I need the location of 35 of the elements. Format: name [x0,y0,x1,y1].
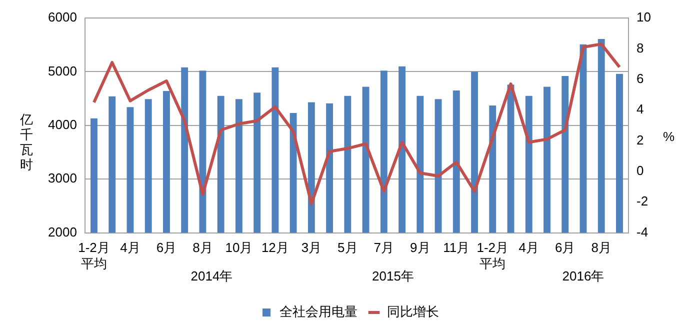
y2-tick-label: 4 [636,102,644,117]
x-tick-label: 6月 [555,240,576,256]
x-tick-label: 7月 [374,240,394,256]
y2-tick-label: 0 [636,163,644,178]
y-tick-label: 3000 [48,170,77,186]
y2-tick-label: 2 [636,132,644,148]
x-tick-label: 11月 [443,240,470,256]
y2-tick-label: -4 [636,224,648,240]
x-tick-label: 6月 [156,240,177,256]
x-tick-label: 10月 [225,240,253,256]
legend-label: 全社会用电量 [280,304,358,320]
x-tick-label: 12月 [261,240,289,256]
text: 2016年 [562,268,604,284]
y-tick-label: 5000 [48,63,77,78]
x-tick-label: 1-2月平均 [476,240,509,271]
x-tick-label: 3月 [301,240,322,256]
x-tick-label: 9月 [410,240,430,256]
x-tick-label: 1-2月平均 [78,240,110,271]
legend-label: 同比增长 [387,304,439,320]
x-tick-label: 4月 [120,240,140,256]
y2-tick-label: -2 [636,194,648,209]
y-axis-title: 亿千瓦时 [20,112,34,172]
text: 2015年 [372,268,414,284]
y2-tick-label: 8 [636,40,644,56]
x-tick-label: 8月 [192,240,213,256]
y2-axis-title: % [663,128,675,144]
text: 2014年 [190,268,233,284]
y-tick-label: 2000 [48,224,77,240]
y2-tick-label: 10 [636,10,652,25]
x-tick-label: 8月 [591,240,612,256]
y-tick-label: 4000 [48,116,77,132]
y-tick-label: 6000 [48,10,77,25]
x-tick-label: 4月 [518,240,539,256]
y2-tick-label: 6 [636,70,644,86]
x-tick-label: 5月 [338,240,358,256]
